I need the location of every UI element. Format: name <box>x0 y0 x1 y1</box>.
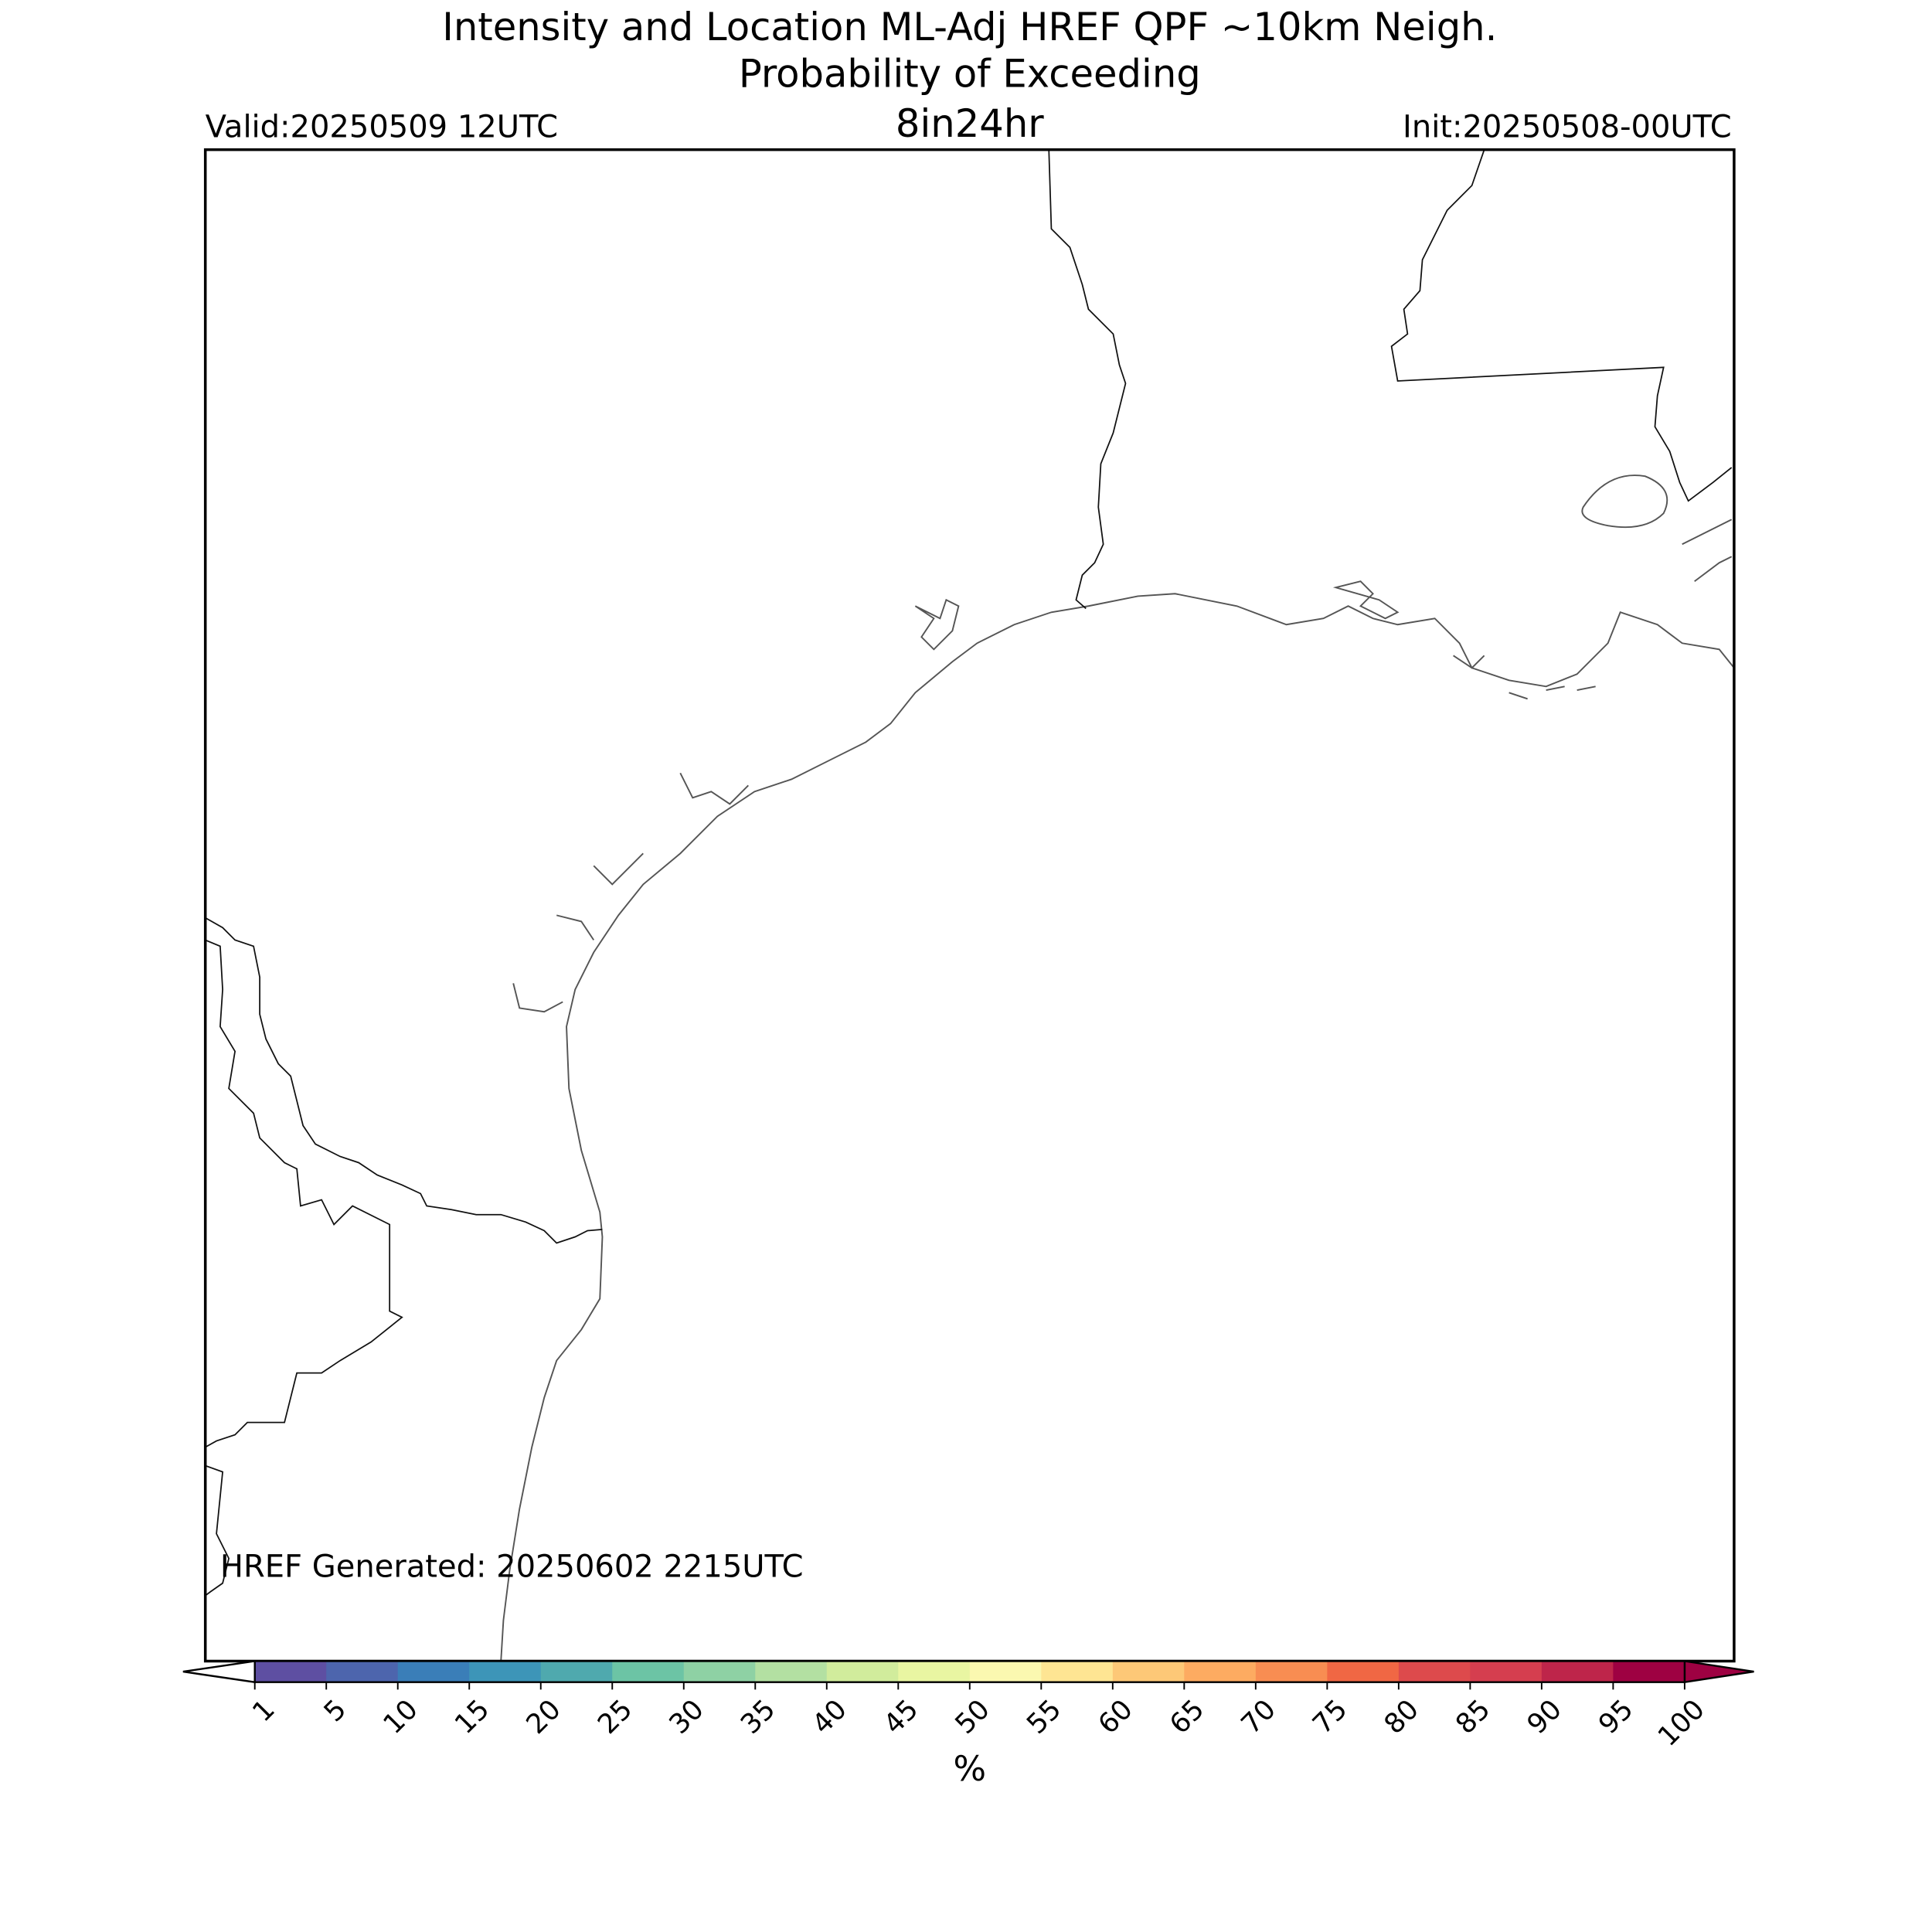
colorbar-tick-label: 50 <box>949 1693 996 1740</box>
colorbar-segment <box>254 1661 328 1682</box>
colorbar-tick-label: 75 <box>1307 1693 1354 1740</box>
colorbar-segment <box>898 1661 971 1682</box>
colorbar-tick-label: 15 <box>449 1693 496 1740</box>
coastline <box>500 593 1735 1662</box>
coastline <box>1581 474 1668 529</box>
colorbar-segment <box>969 1661 1043 1682</box>
colorbar-tick-label: 80 <box>1378 1693 1425 1740</box>
colorbar-segment <box>1184 1661 1257 1682</box>
colorbar-tick-label: 20 <box>520 1693 567 1740</box>
colorbar-segment <box>1255 1661 1328 1682</box>
colorbar-extend-over <box>1683 1660 1754 1684</box>
init-time: Init:20250508-00UTC <box>1403 109 1732 145</box>
valid-time: Valid:20250509 12UTC <box>206 109 558 145</box>
colorbar-segment <box>469 1661 542 1682</box>
colorbar-segment <box>1327 1661 1400 1682</box>
colorbar-tick-label: 5 <box>318 1693 352 1728</box>
colorbar-tick-label: 10 <box>377 1693 424 1740</box>
colorbar-tick-label: 35 <box>735 1693 782 1740</box>
threshold: 8in24hr <box>896 101 1044 146</box>
colorbar-segment <box>540 1661 614 1682</box>
colorbar-tick-label: 95 <box>1593 1693 1640 1740</box>
state-border <box>1048 149 1127 610</box>
state-border <box>1390 149 1733 502</box>
colorbar-extend-under <box>182 1660 256 1684</box>
coastline <box>512 519 1733 1013</box>
colorbar-tick-label: 55 <box>1021 1693 1068 1740</box>
colorbar-tick-label: 40 <box>806 1693 853 1740</box>
state-border <box>205 1464 230 1597</box>
colorbar-tick-label: 85 <box>1450 1693 1497 1740</box>
colorbar-tick-label: 70 <box>1235 1693 1282 1740</box>
colorbar-tick-label: 60 <box>1092 1693 1139 1740</box>
title-line: Probability of Exceeding <box>739 52 1201 97</box>
colorbar-segment <box>1112 1661 1185 1682</box>
colorbar: 1 5 10 15 20 25 30 35 40 45 50 55 60 65 70 75 80 85 90 95 10… <box>182 1660 1754 1753</box>
colorbar-segment <box>1470 1661 1543 1682</box>
colorbar-segment <box>826 1661 900 1682</box>
colorbar-tick-label: 45 <box>878 1693 925 1740</box>
colorbar-tick-label: 100 <box>1651 1693 1711 1753</box>
colorbar-segment <box>683 1661 757 1682</box>
colorbar-segment <box>1613 1661 1685 1682</box>
state-border <box>205 939 403 1448</box>
colorbar-segment <box>755 1661 828 1682</box>
title-line: Intensity and Location ML-Adj HREF QPF ~… <box>442 5 1497 49</box>
colorbar-segment <box>1541 1661 1614 1682</box>
colorbar-segment <box>1398 1661 1471 1682</box>
colorbar-label: % <box>954 1748 987 1789</box>
colorbar-tick-label: 30 <box>663 1693 710 1740</box>
colorbar-segment <box>612 1661 685 1682</box>
colorbar-segment <box>397 1661 471 1682</box>
colorbar-tick-label: 1 <box>247 1693 281 1728</box>
colorbar-tick-label: 90 <box>1521 1693 1568 1740</box>
colorbar-segment <box>326 1661 399 1682</box>
map-background <box>205 149 1734 1662</box>
colorbar-tick-label: 65 <box>1164 1693 1211 1740</box>
colorbar-segment <box>1041 1661 1114 1682</box>
country-border <box>205 917 603 1244</box>
map: HREF Generated: 20250602 2215UTC <box>203 148 1736 1663</box>
colorbar-tick-label: 25 <box>592 1693 639 1740</box>
generated-time: HREF Generated: 20250602 2215UTC <box>220 1549 804 1584</box>
